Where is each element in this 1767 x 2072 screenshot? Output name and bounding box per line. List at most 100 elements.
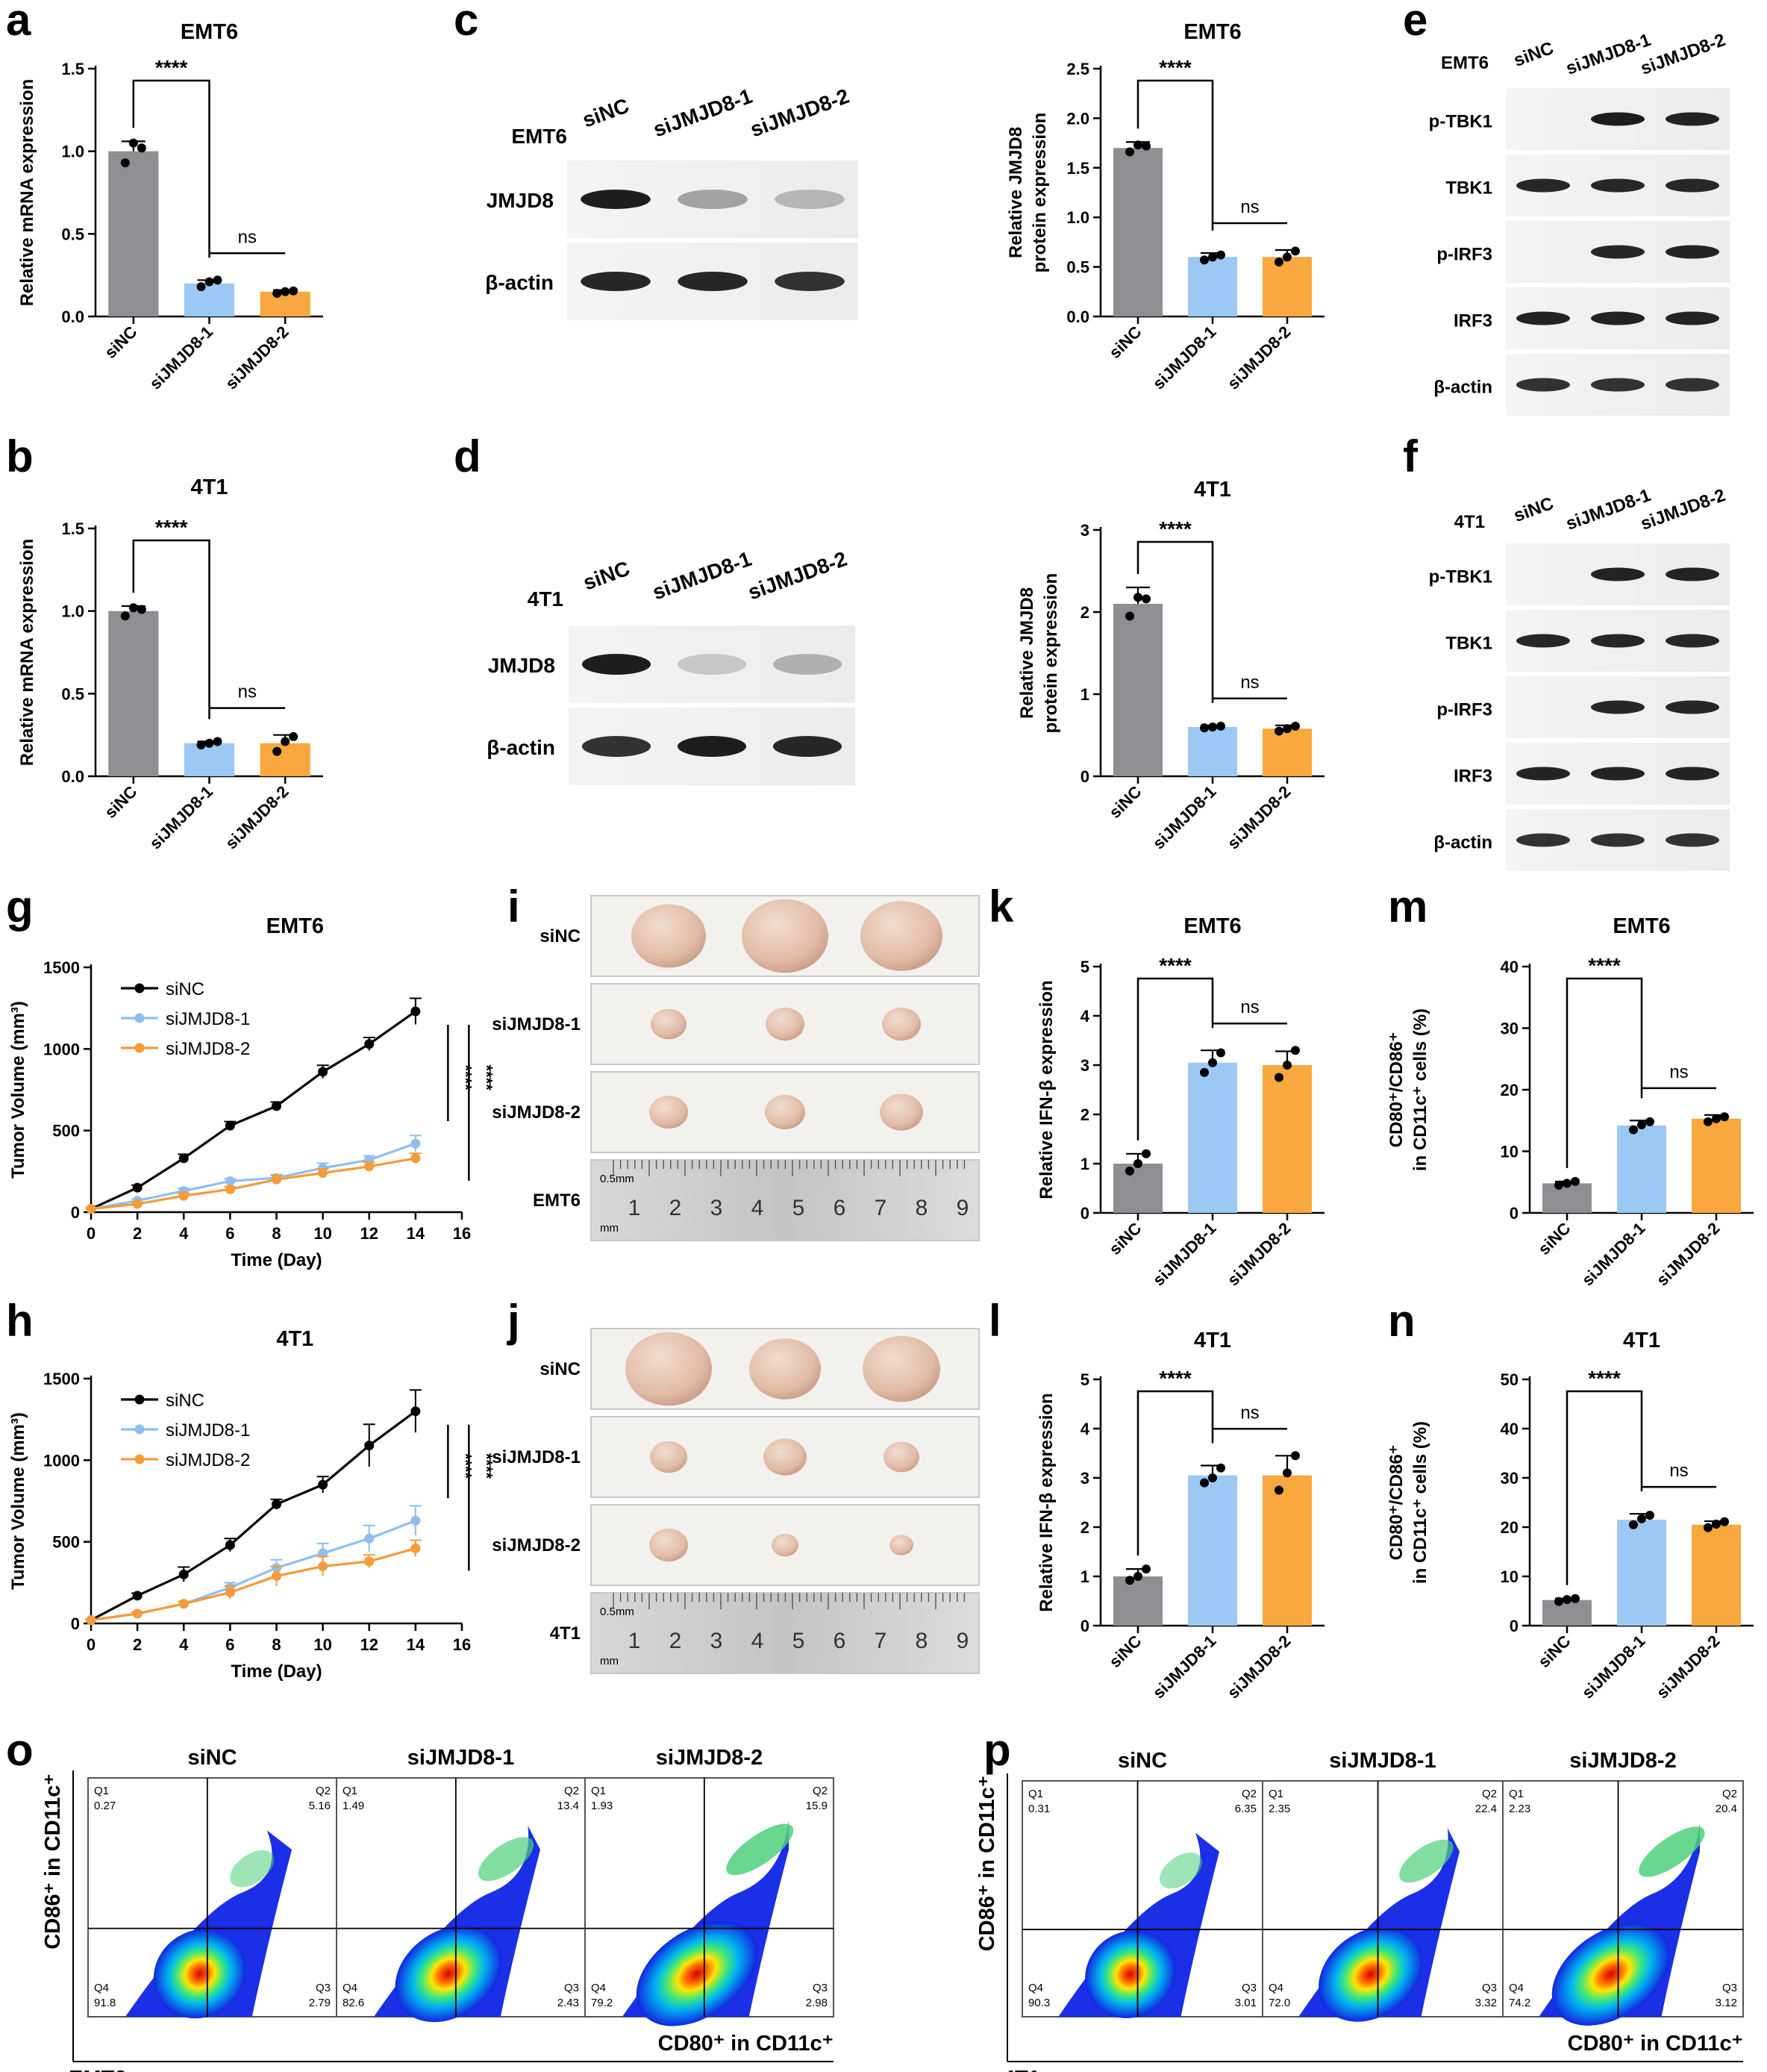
panel-letter-d: d <box>454 431 481 481</box>
blot-band-f <box>1591 833 1645 847</box>
bar-d-siJMJD8-1 <box>1188 727 1237 776</box>
data-point-c <box>1142 141 1151 151</box>
y-tick-label-d: 1 <box>1080 685 1089 704</box>
sig-bracket-k <box>1136 977 1214 1140</box>
x-tick-label-h: 16 <box>453 1635 471 1654</box>
data-point-a <box>128 138 138 148</box>
y-tick-label-k: 0 <box>1080 1204 1089 1223</box>
data-point-m <box>1704 1117 1713 1126</box>
chart-title-l: 4T1 <box>1194 1329 1231 1352</box>
y-tick-label-c: 2.5 <box>1066 60 1089 78</box>
ns-label-b: ns <box>238 682 257 702</box>
data-point-h-siJMJD8-2 <box>318 1561 328 1571</box>
data-point-d <box>1200 723 1209 733</box>
series-line-g-siJMJD8-2 <box>90 1157 416 1211</box>
y-tick-label-d: 2 <box>1080 603 1089 622</box>
ruler-number-j: 8 <box>916 1629 928 1653</box>
ns-label-n: ns <box>1669 1461 1688 1481</box>
panel-letter-g: g <box>6 881 34 932</box>
quadrant-name-Q1-p: Q1 <box>1028 1788 1043 1800</box>
data-point-n <box>1712 1520 1721 1529</box>
data-point-g-siJMJD8-2 <box>132 1199 143 1209</box>
ruler-number-j: 7 <box>875 1629 887 1653</box>
quadrant-value-Q1-o: 1.93 <box>591 1800 613 1812</box>
flow-title-o: siNC <box>187 1746 237 1770</box>
data-point-k <box>1208 1058 1217 1067</box>
blot-row-label-e: IRF3 <box>1454 311 1492 331</box>
blot-band-e <box>1591 311 1645 325</box>
tumor-i <box>649 1095 688 1129</box>
blot-band-e <box>1516 311 1570 325</box>
legend-label-h: siJMJD8-1 <box>166 1420 250 1441</box>
tumor-i <box>880 1093 923 1131</box>
data-point-h-siNC <box>272 1499 281 1509</box>
data-point-a <box>281 287 290 296</box>
panel-letter-a: a <box>6 0 31 45</box>
flow-cell-label-p: 4T1 <box>1003 2067 1040 2072</box>
western-lane-label-e: siJMJD8-2 <box>1638 30 1728 79</box>
y-tick-label-m: 10 <box>1501 1143 1519 1161</box>
chart-title-a: EMT6 <box>181 20 238 44</box>
ruler-number-j: 9 <box>957 1629 969 1653</box>
y-axis-label-c: Relative JMJD8 <box>1006 127 1026 258</box>
x-tick-label-h: 12 <box>360 1635 378 1654</box>
y-tick-label-h: 1500 <box>43 1370 80 1388</box>
data-point-k <box>1125 1166 1134 1176</box>
y-tick-label-n: 50 <box>1501 1370 1519 1389</box>
tumor-row-label-j: siJMJD8-1 <box>492 1447 581 1467</box>
data-point-l <box>1125 1576 1134 1585</box>
flow-density-core-o <box>636 1921 757 2026</box>
blot-band-f <box>1516 767 1570 781</box>
y-tick-label-b: 0.5 <box>61 684 84 703</box>
legend-label-h: siJMJD8-2 <box>166 1450 250 1470</box>
ns-label-a: ns <box>238 227 257 247</box>
data-point-l <box>1133 1572 1142 1581</box>
blot-band-f <box>1666 634 1719 648</box>
blot-band-e <box>1591 378 1645 392</box>
data-point-c <box>1283 252 1292 262</box>
ruler-number-i: 8 <box>916 1196 928 1220</box>
blot-band-f <box>1591 700 1645 714</box>
y-axis-label-a: Relative mRNA expression <box>17 79 37 307</box>
data-point-d <box>1283 724 1292 734</box>
ns-label-l: ns <box>1240 1402 1259 1423</box>
flow-density-upper-o <box>726 1823 794 1876</box>
quadrant-value-Q2-o: 5.16 <box>309 1800 331 1812</box>
quadrant-value-Q1-o: 0.27 <box>94 1800 116 1812</box>
quadrant-value-Q3-p: 3.01 <box>1235 1997 1257 2009</box>
legend-marker-g <box>134 1013 145 1023</box>
ruler-number-i: 3 <box>710 1196 723 1220</box>
x-tick-label-c: siJMJD8-2 <box>1224 322 1295 393</box>
x-axis-label-g: Time (Day) <box>231 1250 322 1270</box>
bar-c-siJMJD8-2 <box>1263 257 1312 316</box>
sig-label-b: **** <box>155 516 188 539</box>
quadrant-value-Q4-p: 90.3 <box>1028 1997 1050 2009</box>
data-point-d <box>1216 721 1225 731</box>
ruler-number-j: 5 <box>792 1629 805 1653</box>
flow-title-o: siJMJD8-1 <box>407 1746 514 1770</box>
ruler-i <box>590 1159 980 1241</box>
data-point-n <box>1704 1523 1713 1532</box>
panel-letter-e: e <box>1403 0 1427 45</box>
chart-title-d: 4T1 <box>1194 478 1231 502</box>
data-point-d <box>1208 723 1217 731</box>
data-point-l <box>1275 1485 1283 1495</box>
blot-band-d <box>677 736 747 757</box>
data-point-k <box>1142 1149 1151 1158</box>
data-point-m <box>1629 1125 1638 1135</box>
blot-row-label-e: TBK1 <box>1445 178 1492 199</box>
x-tick-label-a: siNC <box>101 322 140 362</box>
blot-row-label-f: β-actin <box>1433 833 1492 853</box>
tumor-row-label-i: EMT6 <box>533 1191 581 1211</box>
tumor-row-label-i: siJMJD8-2 <box>492 1102 581 1123</box>
quadrant-name-Q4-o: Q4 <box>591 1982 606 1994</box>
series-line-h-siNC <box>90 1410 416 1622</box>
y-tick-label-g: 1000 <box>43 1040 80 1058</box>
ruler-number-j: 2 <box>669 1629 682 1653</box>
quadrant-value-Q2-p: 6.35 <box>1235 1803 1257 1815</box>
x-tick-label-g: 2 <box>133 1224 142 1243</box>
blot-row-label-e: β-actin <box>1433 378 1492 398</box>
y-tick-label-c: 2.0 <box>1066 109 1089 128</box>
data-point-b <box>213 737 222 746</box>
quadrant-value-Q4-o: 79.2 <box>591 1997 613 2009</box>
